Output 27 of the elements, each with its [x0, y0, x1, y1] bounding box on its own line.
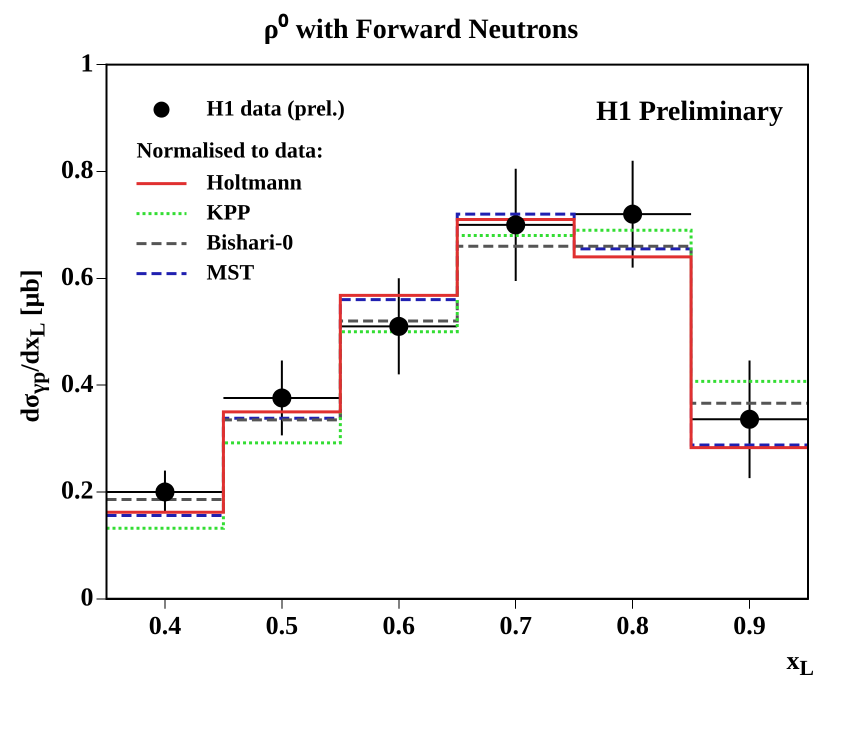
y-tick-label: 0.4 [61, 368, 94, 398]
legend-label: Bishari-0 [206, 229, 294, 254]
x-tick-label: 0.6 [382, 611, 416, 640]
legend-label: KPP [206, 199, 250, 224]
y-tick-label: 0.2 [61, 476, 94, 505]
legend-label: Holtmann [206, 169, 302, 194]
x-tick-label: 0.5 [266, 611, 298, 640]
point [506, 215, 526, 234]
x-tick-label: 0.7 [499, 611, 532, 640]
y-tick-label: 0.8 [61, 155, 94, 184]
y-tick-label: 0 [80, 582, 94, 612]
x-tick-label: 0.8 [616, 611, 649, 640]
legend-label: H1 data (prel.) [206, 95, 345, 120]
y-tick-label: 0.6 [61, 262, 94, 291]
y-tick-label: 1 [80, 48, 94, 78]
point [389, 316, 408, 336]
legend-title: Normalised to data: [136, 137, 324, 162]
x-axis-title: x$_{L}$ [786, 646, 815, 682]
x-tick-label: 0.9 [733, 611, 766, 640]
point [623, 204, 642, 224]
point [155, 482, 174, 502]
annotation: H1 Preliminary [596, 96, 783, 127]
point [272, 388, 292, 408]
chart-title: ρ⁰ with Forward Neutrons [262, 12, 580, 46]
point [740, 410, 760, 429]
x-tick-label: 0.4 [148, 611, 182, 640]
legend-label: MST [206, 259, 254, 284]
